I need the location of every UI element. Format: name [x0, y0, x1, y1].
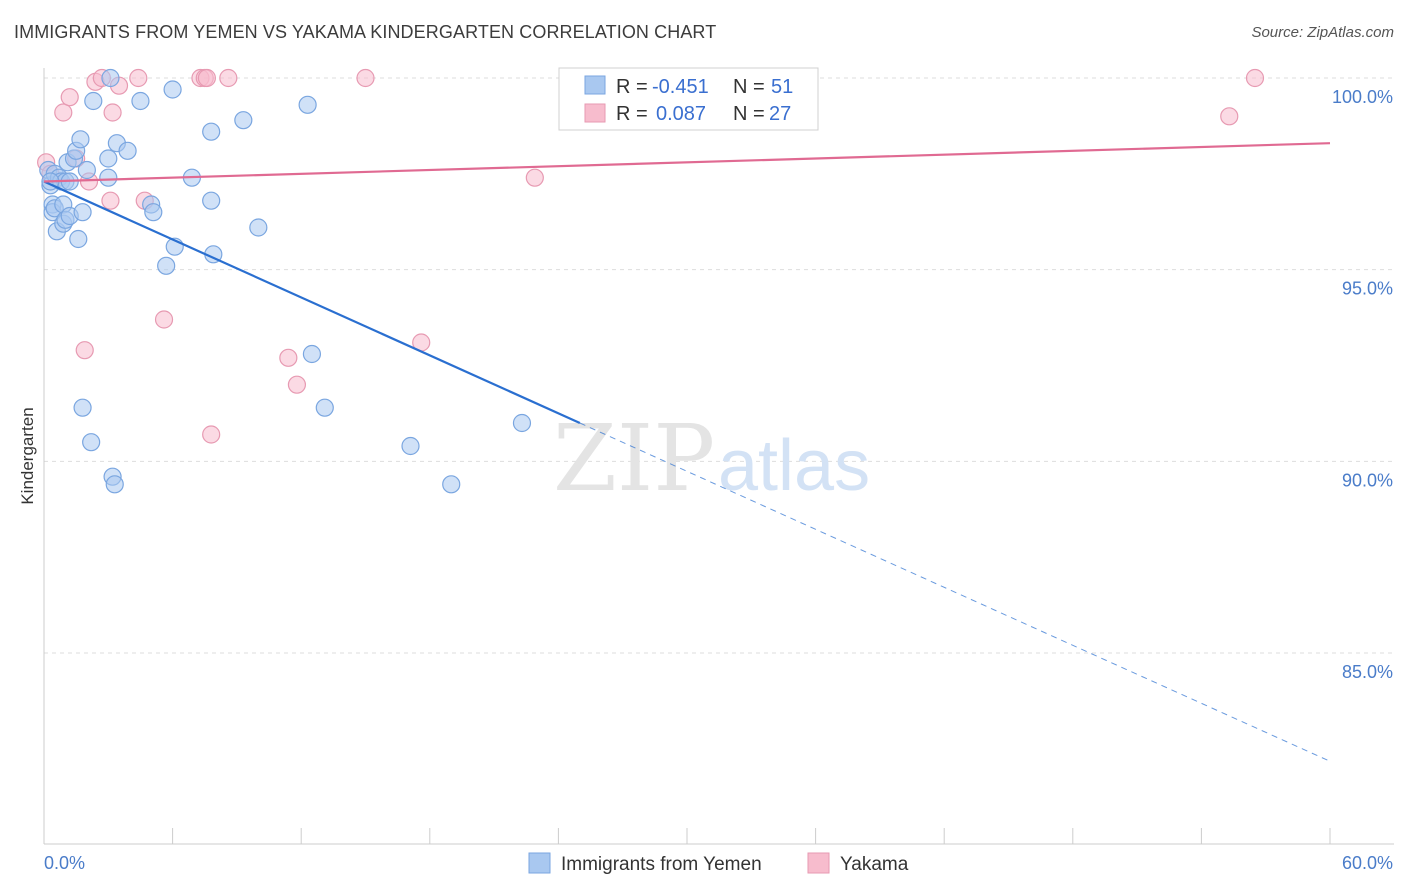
- legend-swatch-pink: [584, 103, 606, 123]
- point-yemen-40: [298, 95, 317, 114]
- source-label: Source: ZipAtlas.com: [1251, 24, 1394, 41]
- point-yakama-25: [1220, 107, 1239, 126]
- point-yemen-42: [315, 398, 334, 417]
- point-yakama-20: [279, 348, 298, 367]
- point-yakama-18: [202, 425, 221, 444]
- point-yemen-44: [82, 433, 101, 452]
- legend-label-yakama: Yakama: [840, 854, 909, 875]
- legend-r-label-1: R =: [616, 76, 648, 98]
- point-yakama-10: [103, 103, 122, 122]
- gridlines: [44, 77, 1394, 654]
- point-yakama-14: [154, 310, 174, 329]
- point-yemen-39: [249, 218, 268, 237]
- watermark-atlas: atlas: [718, 426, 870, 506]
- y-tick-label-3: 85.0%: [1342, 662, 1393, 682]
- trend-line-yemen-solid: [43, 180, 581, 425]
- x-tick-label-min: 0.0%: [44, 853, 85, 873]
- x-tick-label-max: 60.0%: [1342, 853, 1393, 873]
- trend-line-yemen-dashed: [579, 422, 1329, 761]
- point-yemen-23: [99, 149, 118, 168]
- y-tick-label-1: 95.0%: [1342, 279, 1393, 299]
- point-yakama-3: [60, 88, 79, 107]
- point-yemen-21: [77, 160, 96, 180]
- point-yemen-27: [118, 141, 137, 160]
- legend-n-label-2: N =: [733, 103, 765, 125]
- legend-n-value-1: 51: [771, 76, 793, 98]
- series-legend: Immigrants from Yemen Yakama: [528, 852, 909, 875]
- y-tick-labels: 100.0% 95.0% 90.0% 85.0%: [1332, 87, 1393, 682]
- point-yakama-22: [356, 68, 375, 88]
- point-yemen-41: [302, 344, 322, 364]
- point-yemen-19: [71, 130, 90, 149]
- legend-swatch-blue: [584, 75, 606, 95]
- point-yemen-35: [202, 191, 221, 210]
- legend-r-label-2: R =: [616, 103, 648, 125]
- legend-r-value-2: 0.087: [656, 103, 706, 125]
- y-tick-label-0: 100.0%: [1332, 87, 1393, 107]
- point-yemen-28: [131, 91, 150, 111]
- point-yemen-38: [234, 111, 253, 130]
- x-axis-ticks: [43, 828, 1331, 844]
- point-yemen-46: [105, 475, 124, 494]
- point-yemen-43: [73, 398, 92, 417]
- point-yakama-9: [101, 191, 120, 210]
- legend-n-value-2: 27: [769, 103, 791, 125]
- trend-line-yakama: [43, 142, 1331, 183]
- legend-label-immigrants: Immigrants from Yemen: [561, 854, 762, 875]
- point-yakama-19: [219, 68, 238, 88]
- point-yemen-36: [202, 122, 221, 141]
- point-yemen-30: [144, 203, 163, 222]
- point-yakama-21: [287, 375, 307, 394]
- trend-lines: [43, 142, 1331, 761]
- point-yakama-12: [129, 68, 148, 88]
- point-yemen-31: [157, 256, 176, 275]
- point-yakama-5: [75, 341, 94, 360]
- point-yemen-32: [163, 80, 182, 99]
- point-yemen-24: [99, 168, 118, 187]
- legend-r-value-1: -0.451: [652, 76, 709, 98]
- y-axis-title: Kindergarten: [18, 407, 37, 504]
- point-yemen-48: [442, 475, 461, 494]
- point-yakama-17: [197, 68, 216, 88]
- point-yakama-2: [54, 103, 73, 122]
- y-tick-label-2: 90.0%: [1342, 470, 1393, 490]
- chart-title: IMMIGRANTS FROM YEMEN VS YAKAMA KINDERGA…: [14, 22, 717, 42]
- correlation-legend: R = -0.451 N = 51 R = 0.087 N = 27: [558, 67, 819, 131]
- series-immigrants-from-yemen: [39, 68, 532, 494]
- point-yemen-20: [73, 203, 92, 222]
- point-yemen-47: [401, 436, 420, 456]
- point-yemen-49: [512, 413, 532, 433]
- legend-swatch-yakama: [807, 852, 830, 874]
- point-yemen-25: [101, 68, 120, 88]
- point-yakama-26: [1245, 68, 1265, 88]
- point-yemen-18: [69, 229, 88, 249]
- legend-n-label-1: N =: [733, 76, 765, 98]
- point-yakama-24: [525, 168, 544, 187]
- legend-swatch-immigrants: [528, 852, 551, 874]
- point-yemen-22: [84, 91, 103, 111]
